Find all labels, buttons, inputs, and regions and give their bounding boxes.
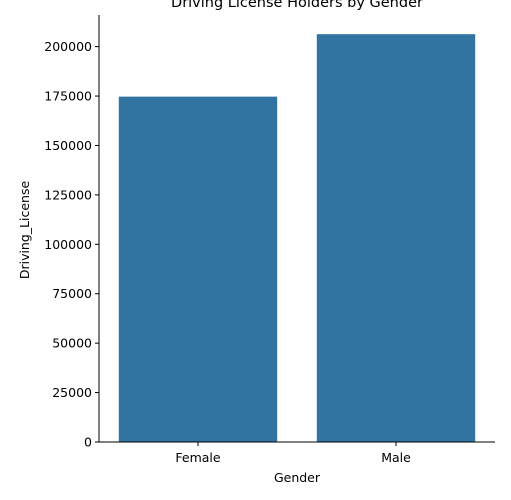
y-tick-label-0: 0 — [84, 435, 92, 450]
y-axis: 0 25000 50000 75000 100000 125000 150000 175000… — [44, 15, 100, 450]
y-tick-label-200000: 200000 — [44, 39, 92, 54]
x-tick-label-female: Female — [175, 450, 221, 465]
y-tick-label-125000: 125000 — [44, 187, 92, 202]
y-tick-label-50000: 50000 — [52, 336, 92, 351]
y-axis-label: Driving_License — [17, 181, 32, 280]
x-axis: Female Male — [99, 441, 495, 465]
y-tick-label-75000: 75000 — [52, 286, 92, 301]
y-tick-label-175000: 175000 — [44, 89, 92, 104]
y-tick-label-150000: 150000 — [44, 138, 92, 153]
bar-female — [118, 96, 278, 442]
y-tick-label-25000: 25000 — [52, 385, 92, 400]
x-axis-label: Gender — [274, 470, 321, 485]
chart-title: Driving License Holders by Gender — [171, 0, 423, 11]
bar-male — [316, 34, 476, 442]
bars-group — [118, 34, 476, 442]
x-tick-label-male: Male — [381, 450, 411, 465]
y-tick-label-100000: 100000 — [44, 237, 92, 252]
